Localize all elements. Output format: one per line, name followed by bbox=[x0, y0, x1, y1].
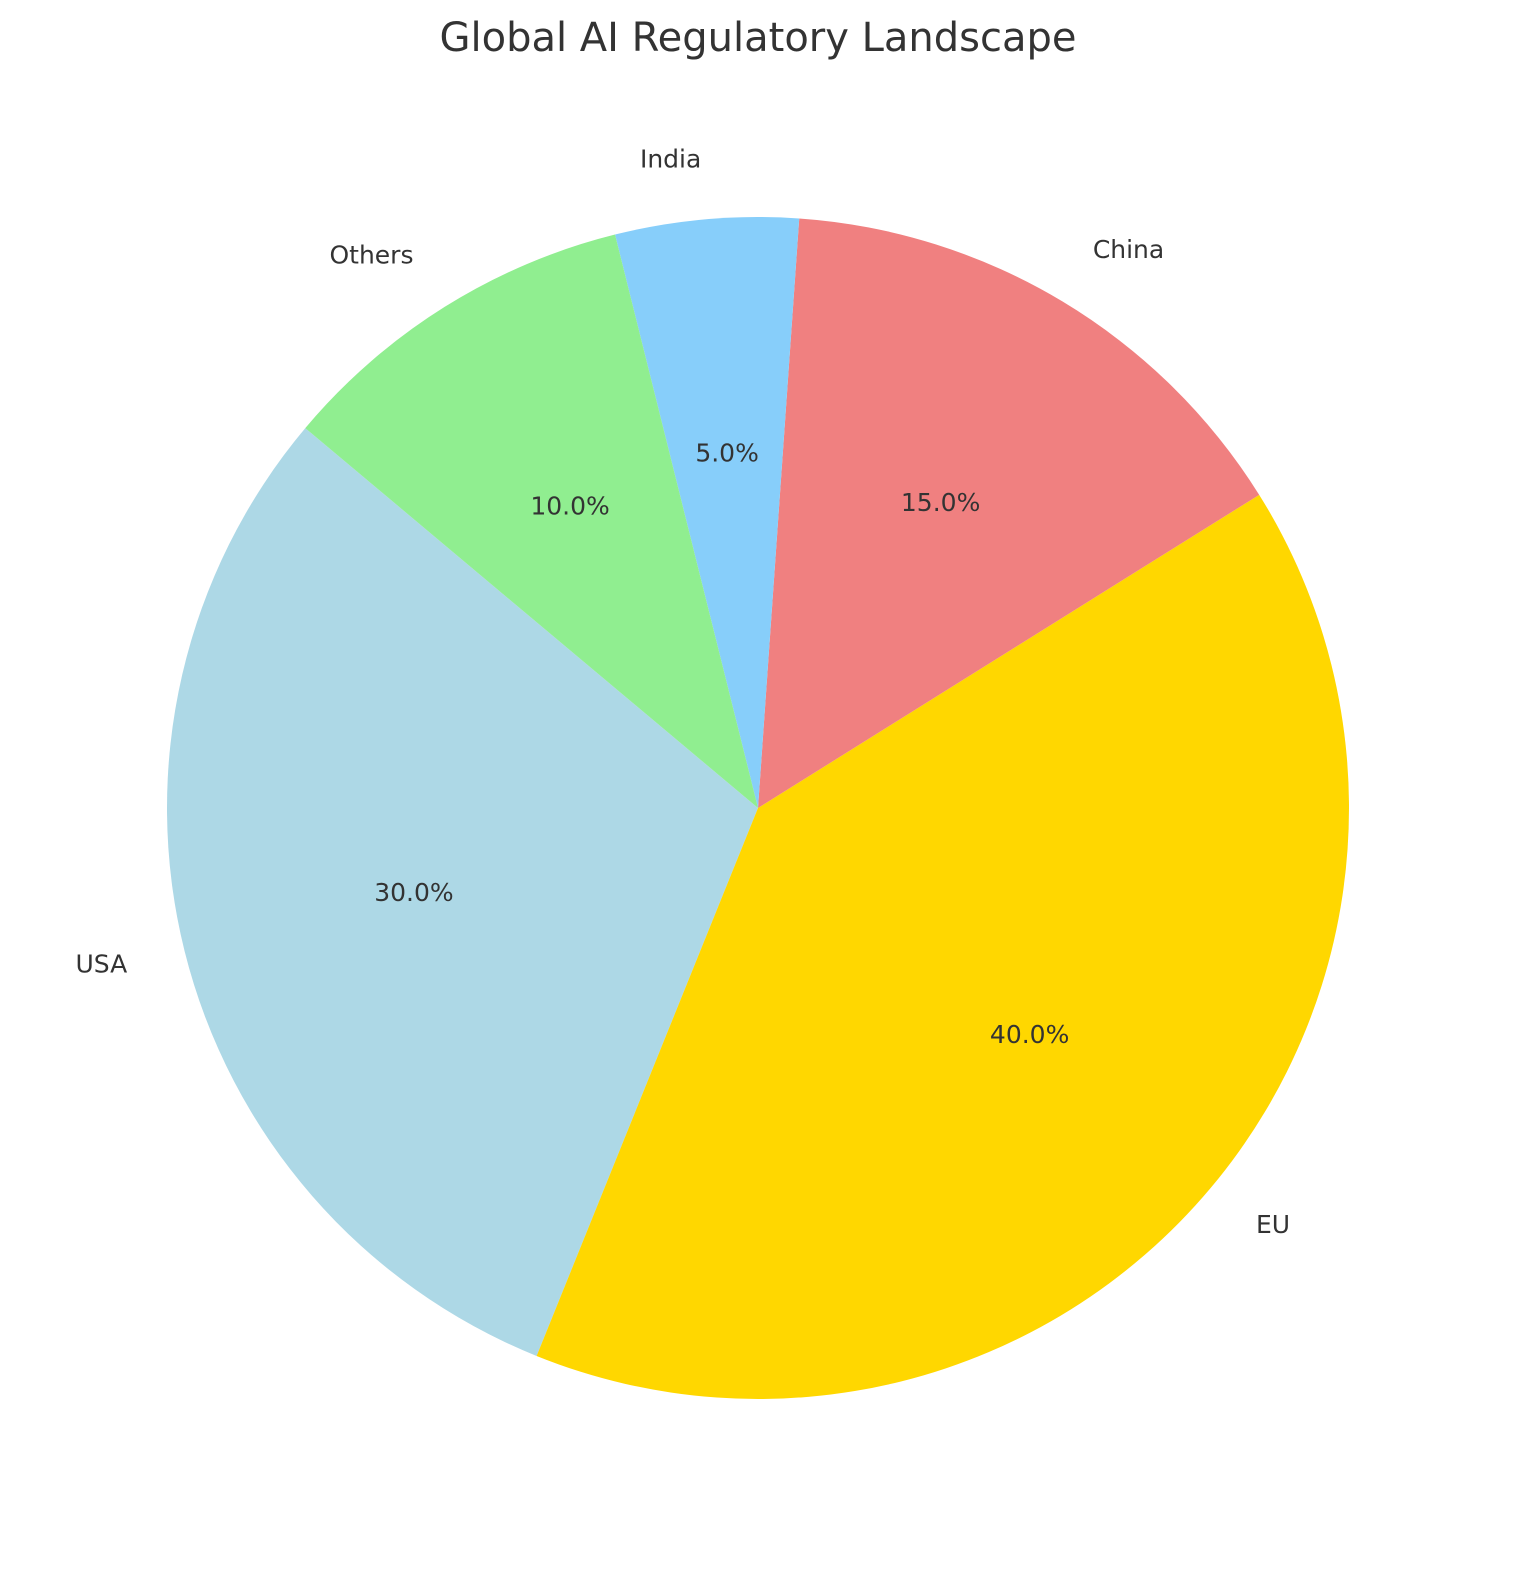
slice-label: Others bbox=[329, 241, 413, 270]
slice-label: India bbox=[640, 144, 701, 173]
pie-slice bbox=[305, 234, 758, 808]
chart-title: Global AI Regulatory Landscape bbox=[439, 15, 1076, 61]
slice-label: EU bbox=[1256, 1210, 1290, 1239]
pie-slice bbox=[166, 428, 758, 1356]
pie-slice bbox=[615, 216, 800, 808]
value-label: 30.0% bbox=[374, 878, 453, 907]
pie-slice bbox=[536, 494, 1350, 1399]
slice-label: China bbox=[1093, 235, 1164, 264]
value-label: 40.0% bbox=[990, 1020, 1069, 1049]
value-label: 5.0% bbox=[695, 439, 759, 468]
pie-slice bbox=[758, 218, 1260, 809]
value-label: 15.0% bbox=[901, 488, 980, 517]
slice-label: USA bbox=[75, 949, 127, 978]
value-label: 10.0% bbox=[530, 491, 609, 520]
